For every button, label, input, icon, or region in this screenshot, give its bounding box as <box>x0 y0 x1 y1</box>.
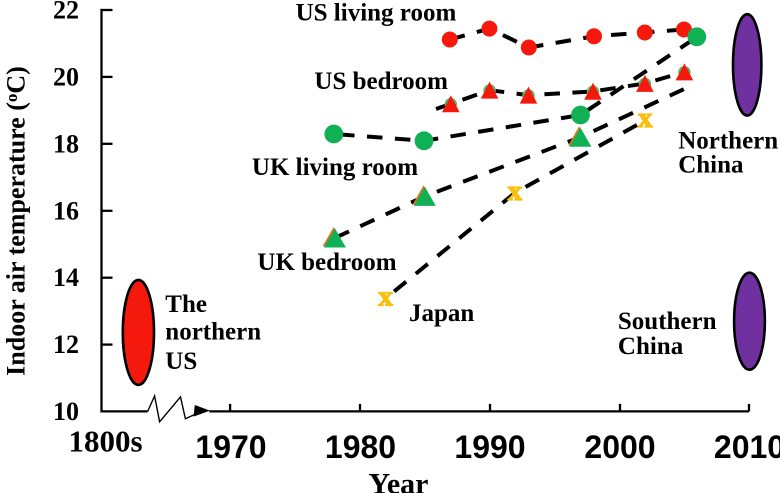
svg-text:Indoor air temperature (oC): Indoor air temperature (oC) <box>2 66 31 376</box>
svg-text:US bedroom: US bedroom <box>314 68 448 95</box>
svg-text:Northern: Northern <box>678 127 778 154</box>
svg-text:US: US <box>165 348 197 375</box>
svg-text:10: 10 <box>53 397 79 426</box>
svg-text:x: x <box>378 280 393 312</box>
svg-text:12: 12 <box>53 330 79 359</box>
svg-text:China: China <box>678 152 744 179</box>
svg-text:x: x <box>638 102 653 134</box>
svg-text:22: 22 <box>53 0 79 25</box>
svg-text:14: 14 <box>53 263 79 292</box>
svg-text:20: 20 <box>53 62 79 91</box>
svg-text:UK bedroom: UK bedroom <box>257 249 396 276</box>
svg-text:Year: Year <box>369 467 429 493</box>
svg-text:The: The <box>165 291 207 318</box>
svg-text:2010: 2010 <box>714 429 780 465</box>
svg-text:1970: 1970 <box>195 429 266 465</box>
svg-text:northern: northern <box>165 318 261 345</box>
svg-text:US living room: US living room <box>296 0 457 27</box>
svg-text:Southern: Southern <box>618 308 717 335</box>
svg-text:1990: 1990 <box>454 429 525 465</box>
svg-text:x: x <box>508 175 523 207</box>
svg-text:18: 18 <box>53 129 79 158</box>
svg-text:2000: 2000 <box>584 429 655 465</box>
svg-text:1800s: 1800s <box>68 423 142 458</box>
svg-text:1980: 1980 <box>325 429 396 465</box>
svg-text:China: China <box>618 333 684 360</box>
svg-text:UK living room: UK living room <box>252 154 418 181</box>
svg-text:Japan: Japan <box>409 300 474 327</box>
svg-text:16: 16 <box>53 196 79 225</box>
